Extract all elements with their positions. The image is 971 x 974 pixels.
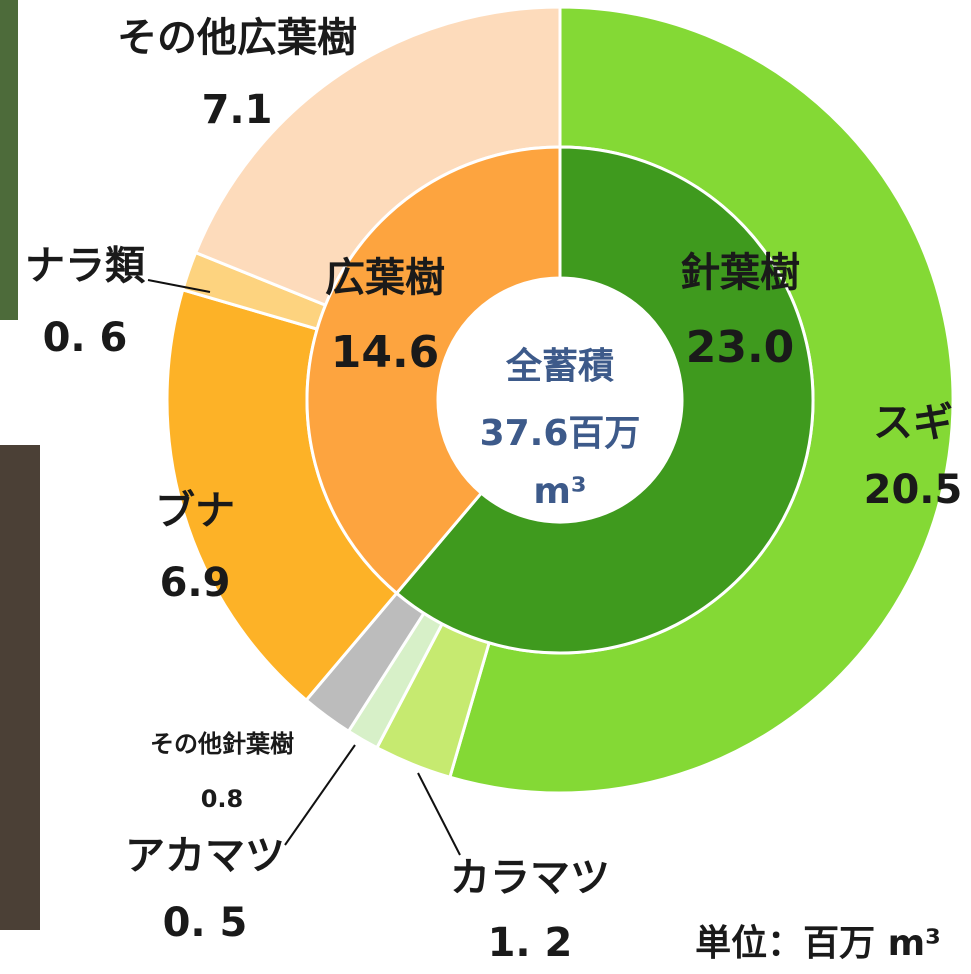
- segment-label: ブナ: [155, 488, 235, 534]
- center-unit: m³: [533, 471, 586, 512]
- value-label: 6.9: [160, 560, 231, 606]
- value-label: 0.8: [201, 785, 244, 813]
- center-value: 37.6百万: [480, 413, 641, 454]
- unit-note: 単位：百万 m³: [695, 923, 941, 964]
- segment-label: 広葉樹: [325, 255, 445, 301]
- value-label: 1. 2: [488, 920, 573, 966]
- segment-label: スギ: [873, 400, 953, 446]
- value-label: 20.5: [864, 467, 963, 513]
- segment-label: その他広葉樹: [117, 15, 357, 61]
- segment-label: 針葉樹: [680, 250, 800, 296]
- photo: [0, 0, 18, 320]
- segment-label: その他針葉樹: [150, 730, 294, 758]
- value-label: 23.0: [686, 322, 795, 373]
- segment-label: アカマツ: [125, 833, 285, 879]
- segment-label: ナラ類: [25, 243, 146, 289]
- value-label: 7.1: [202, 87, 273, 133]
- value-label: 0. 5: [163, 900, 248, 946]
- center-title: 全蓄積: [505, 345, 614, 387]
- value-label: 0. 6: [43, 315, 128, 361]
- value-label: 14.6: [331, 327, 440, 378]
- chart: 全蓄積 37.6百万 m³ 単位：百万 m³ スギ 20.5 カラマツ 1. 2 アカマ…: [0, 0, 971, 974]
- photo: [0, 445, 40, 930]
- segment-label: カラマツ: [450, 855, 610, 901]
